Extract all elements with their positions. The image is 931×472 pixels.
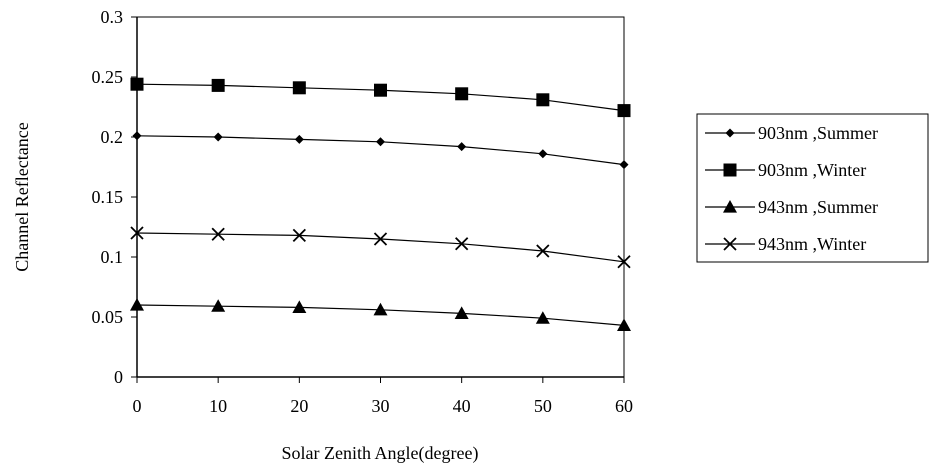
y-tick-label: 0.05 — [92, 307, 124, 327]
data-point — [374, 83, 387, 97]
data-point — [455, 87, 469, 101]
data-point — [211, 299, 226, 312]
plot-frame — [136, 16, 625, 378]
series-layer — [130, 77, 631, 331]
x-marker-stroke — [723, 237, 737, 251]
legend-item: 943nm ,Winter — [705, 234, 866, 254]
x-tick-label: 0 — [133, 396, 142, 416]
y-tick-label: 0.1 — [101, 247, 124, 267]
x-tick-label: 40 — [453, 396, 471, 416]
data-point — [457, 142, 467, 152]
x-tick-label: 10 — [209, 396, 227, 416]
legend-marker — [725, 128, 735, 138]
x-marker-stroke — [455, 237, 469, 251]
plot-area — [136, 16, 625, 378]
series-0 — [132, 131, 629, 170]
data-point — [373, 302, 388, 316]
legend: 903nm ,Summer 903nm ,Winter 943nm ,Summer 9… — [696, 113, 929, 263]
legend-marker — [723, 237, 737, 251]
x-tick-label: 20 — [290, 396, 308, 416]
data-point — [619, 160, 629, 170]
legend-label: 903nm ,Summer — [758, 123, 878, 143]
data-point — [538, 149, 548, 159]
x-tick-label: 60 — [615, 396, 633, 416]
series-2 — [130, 298, 631, 331]
data-point — [213, 132, 223, 142]
data-point — [292, 300, 307, 313]
data-point — [130, 298, 144, 311]
data-point — [294, 134, 304, 144]
data-point — [454, 306, 469, 319]
data-point — [211, 227, 225, 241]
x-marker-stroke — [617, 255, 631, 269]
legend-label: 943nm ,Summer — [758, 197, 878, 217]
data-point — [292, 228, 306, 243]
data-point — [373, 232, 388, 246]
x-marker-stroke — [211, 227, 225, 241]
legend-label: 943nm ,Winter — [758, 234, 866, 254]
x-marker-stroke — [373, 232, 388, 246]
legend-marker — [723, 163, 737, 177]
data-point — [617, 318, 631, 331]
data-point — [617, 255, 631, 269]
data-point — [536, 244, 550, 258]
series-3 — [130, 226, 631, 269]
data-point — [132, 131, 142, 141]
data-point — [292, 81, 306, 95]
legend-marker — [723, 200, 737, 213]
x-tick-label: 50 — [534, 396, 552, 416]
y-tick-label: 0.3 — [101, 7, 124, 27]
x-marker-stroke — [130, 226, 144, 240]
series-1 — [130, 77, 631, 118]
y-tick-label: 0 — [114, 367, 123, 387]
legend-label: 903nm ,Winter — [758, 160, 866, 180]
data-point — [211, 78, 225, 92]
legend-item: 903nm ,Winter — [705, 160, 866, 180]
y-axis-title: Channel Reflectance — [12, 122, 32, 271]
data-point — [455, 237, 469, 251]
data-point — [130, 226, 144, 240]
data-point — [617, 104, 631, 118]
y-tick-label: 0.2 — [101, 127, 124, 147]
data-point — [535, 311, 550, 324]
data-point — [130, 77, 144, 91]
x-axis-title: Solar Zenith Angle(degree) — [282, 443, 479, 464]
y-tick-label: 0.15 — [92, 187, 124, 207]
legend-box — [696, 113, 929, 263]
data-point — [376, 137, 385, 147]
x-marker-stroke — [292, 228, 306, 243]
x-tick-label: 30 — [372, 396, 390, 416]
x-marker-stroke — [536, 244, 550, 258]
y-tick-label: 0.25 — [92, 67, 124, 87]
data-point — [536, 93, 550, 107]
axes: 0 0.05 0.1 0.15 0.2 0.25 0.3 0 10 20 30 40 50 60 — [92, 7, 634, 416]
legend-item: 943nm ,Summer — [705, 197, 878, 217]
legend-item: 903nm ,Summer — [705, 123, 878, 143]
